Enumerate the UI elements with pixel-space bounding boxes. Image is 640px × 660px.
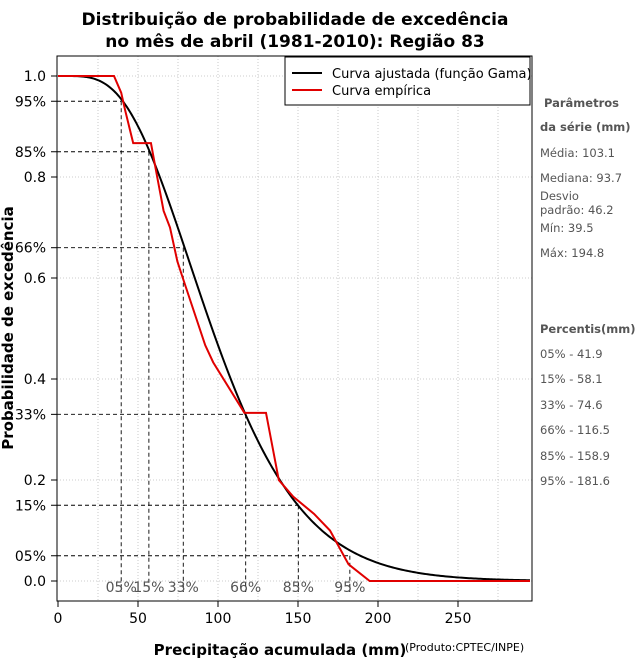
y-tick-label: 0.8	[24, 170, 46, 186]
percentis-title: Percentis(mm)	[540, 322, 635, 336]
percentile-label: 33%	[168, 580, 199, 596]
param-media: Média: 103.1	[540, 146, 615, 160]
y-tick-label: 0.0	[24, 574, 46, 590]
percentil-33: 33% - 74.6	[540, 398, 603, 412]
axis-ticks: 0 50 100 150 200 2501.095%85%0.866%0.60.433%0…	[15, 69, 471, 627]
y-tick-label: 66%	[15, 241, 46, 257]
percentil-66: 66% - 116.5	[540, 423, 610, 437]
param-desvio-1: Desvio	[540, 189, 579, 203]
percentil-95: 95% - 181.6	[540, 474, 610, 488]
percentile-label: 15%	[133, 580, 164, 596]
param-mediana: Mediana: 93.7	[540, 171, 622, 185]
credit-label: (Produto:CPTEC/INPE)	[405, 641, 524, 654]
x-tick-label: 150	[285, 611, 312, 627]
chart-title-line-2: no mês de abril (1981-2010): Região 83	[105, 32, 484, 52]
percentile-label: 05%	[106, 580, 137, 596]
percentil-15: 15% - 58.1	[540, 372, 603, 386]
x-tick-label: 250	[445, 611, 472, 627]
percentile-label: 85%	[283, 580, 314, 596]
plot-frame	[56, 55, 533, 602]
legend-label-fitted: Curva ajustada (função Gama)	[332, 67, 532, 82]
param-max: Máx: 194.8	[540, 246, 604, 260]
param-min: Mín: 39.5	[540, 221, 594, 235]
x-tick-label: 200	[365, 611, 392, 627]
x-tick-label: 100	[205, 611, 232, 627]
x-axis-title: Precipitação acumulada (mm)	[154, 641, 407, 659]
empirical-curve	[58, 75, 530, 582]
percentile-label: 95%	[334, 580, 365, 596]
y-tick-label: 0.6	[24, 271, 46, 287]
legend: Curva ajustada (função Gama) Curva empír…	[284, 56, 532, 106]
percentil-05: 05% - 41.9	[540, 347, 603, 361]
grid	[57, 56, 532, 601]
x-tick-label: 50	[129, 611, 147, 627]
legend-label-empirical: Curva empírica	[332, 84, 431, 99]
param-desvio-2: padrão: 46.2	[540, 203, 614, 217]
percentile-guides: 05%15% 33% 66% 85% 95%	[57, 100, 365, 596]
y-axis-title: Probabilidade de excedência	[0, 206, 17, 450]
chart-title-line-1: Distribuição de probabilidade de excedên…	[82, 10, 509, 30]
series	[58, 75, 531, 582]
y-tick-label: 15%	[15, 498, 46, 514]
percentil-85: 85% - 158.9	[540, 449, 610, 463]
legend-box	[284, 56, 531, 106]
side-panel: Parâmetros da série (mm) Média: 103.1 Me…	[540, 96, 635, 488]
y-tick-label: 05%	[15, 549, 46, 565]
params-title-1: Parâmetros	[544, 96, 619, 110]
y-tick-label: 95%	[15, 94, 46, 110]
y-tick-label: 1.0	[24, 69, 46, 85]
y-tick-label: 85%	[15, 145, 46, 161]
percentile-label: 66%	[230, 580, 261, 596]
y-tick-label: 33%	[15, 407, 46, 423]
params-title-2: da série (mm)	[540, 120, 631, 134]
y-tick-label: 0.4	[24, 372, 46, 388]
fitted-gamma-curve	[58, 75, 531, 582]
y-tick-label: 0.2	[24, 473, 46, 489]
x-tick-label: 0	[54, 611, 63, 627]
